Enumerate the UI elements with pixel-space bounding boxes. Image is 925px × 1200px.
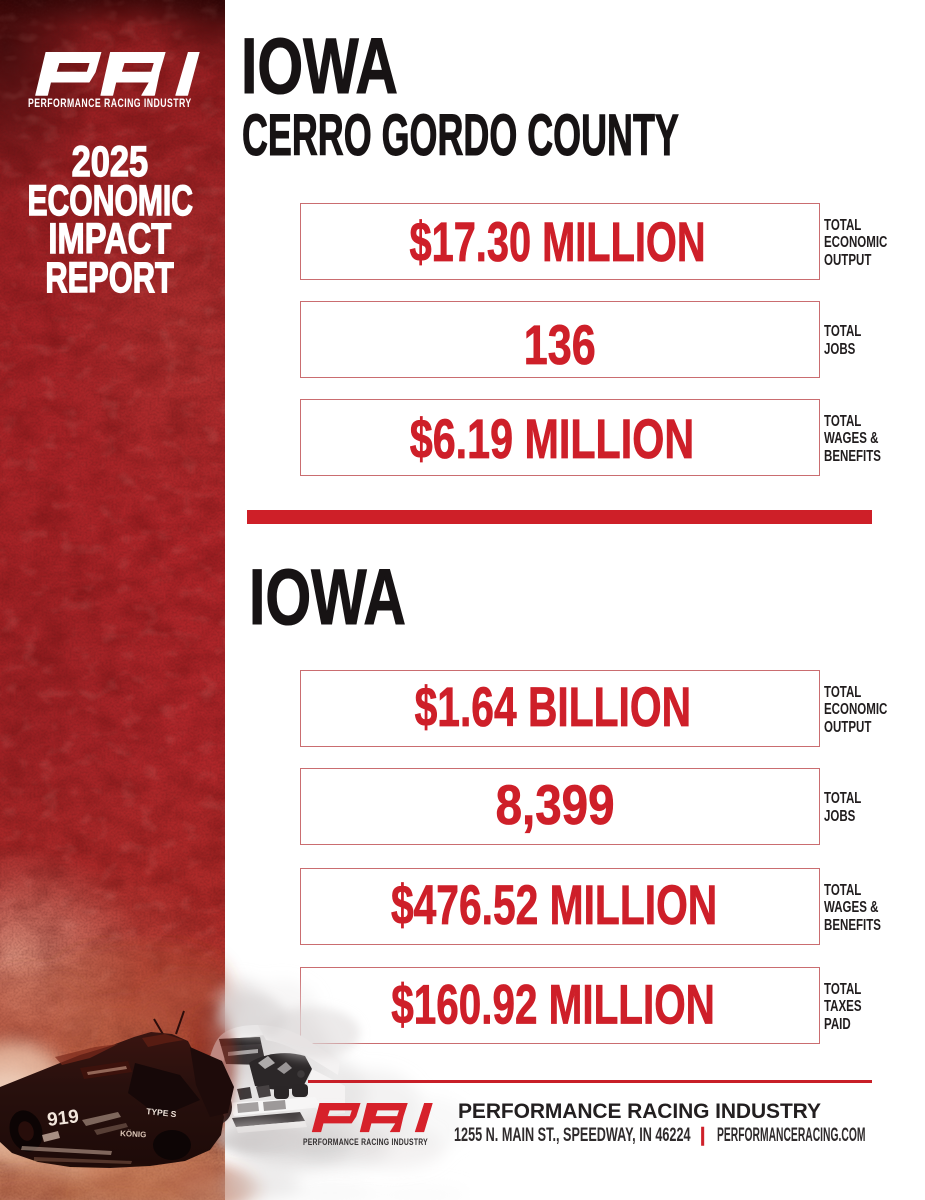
svg-text:TYPE S: TYPE S [146, 1106, 177, 1119]
svg-text:KÖNIG: KÖNIG [120, 1129, 147, 1139]
svg-text:919: 919 [46, 1106, 80, 1131]
